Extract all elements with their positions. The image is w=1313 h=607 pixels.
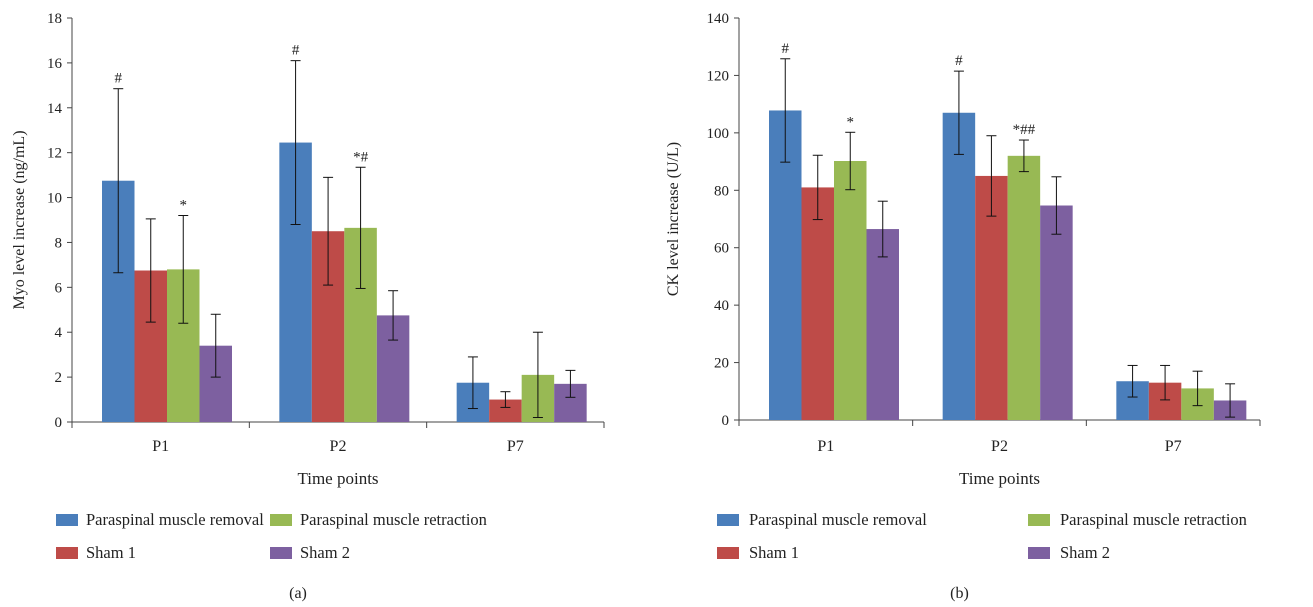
y-tick-label: 140 [707, 11, 730, 27]
x-category-label: P2 [991, 438, 1008, 455]
y-tick-label: 6 [55, 280, 63, 296]
bar [834, 160, 867, 421]
x-axis-title: Time points [959, 469, 1040, 488]
y-tick-label: 80 [714, 183, 729, 199]
significance-marker: # [782, 41, 790, 57]
significance-marker: * [847, 114, 855, 130]
significance-marker: # [292, 43, 300, 59]
y-tick-label: 4 [55, 325, 63, 341]
legend-label: Sham 1 [749, 543, 799, 562]
legend-swatch [1028, 514, 1050, 526]
y-tick-label: 120 [707, 68, 730, 84]
significance-marker: *## [1013, 122, 1036, 138]
y-tick-label: 14 [47, 101, 63, 117]
legend-label: Paraspinal muscle retraction [1060, 510, 1247, 529]
y-tick-label: 20 [714, 356, 729, 372]
legend-label: Paraspinal muscle removal [86, 510, 264, 529]
legend-swatch [56, 547, 78, 559]
bar [1007, 155, 1041, 421]
x-category-label: P2 [330, 438, 347, 455]
legend-label: Sham 1 [86, 543, 136, 562]
legend-label: Sham 2 [300, 543, 350, 562]
y-tick-label: 12 [47, 146, 62, 162]
myo-chart: 0 2 4 6 8 10 12 14 16 18 P1 P2 P7 # # * *# Myo level incr… [11, 11, 605, 602]
legend-swatch [56, 514, 78, 526]
legend-swatch [717, 514, 739, 526]
y-axis-title: Myo level increase (ng/mL) [11, 130, 28, 309]
figure-caption: (b) [950, 585, 969, 602]
x-category-label: P7 [1165, 438, 1182, 455]
x-category-label: P1 [152, 438, 169, 455]
y-tick-label: 18 [47, 11, 62, 27]
x-category-label: P7 [507, 438, 524, 455]
significance-marker: # [115, 71, 123, 87]
legend-swatch [1028, 547, 1050, 559]
y-tick-label: 0 [55, 415, 63, 431]
significance-marker: * [180, 198, 188, 214]
significance-marker: # [955, 53, 963, 69]
figure-caption: (a) [289, 585, 307, 602]
y-tick-label: 16 [47, 56, 63, 72]
bar [942, 112, 976, 420]
significance-marker: *# [353, 149, 369, 165]
y-tick-label: 60 [714, 241, 729, 257]
x-category-label: P1 [817, 438, 834, 455]
legend-swatch [717, 547, 739, 559]
y-tick-label: 2 [55, 370, 63, 386]
bar [489, 399, 522, 422]
y-axis-title: CK level increase (U/L) [665, 142, 682, 296]
y-tick-label: 10 [47, 191, 62, 207]
ck-chart: 0 20 40 60 80 100 120 140 P1 P2 P7 # # * *## CK level i… [665, 11, 1261, 602]
legend-swatch [270, 547, 292, 559]
bar [866, 229, 899, 420]
bar [1040, 205, 1073, 420]
y-tick-label: 0 [722, 413, 730, 429]
y-tick-label: 100 [707, 126, 730, 142]
y-tick-label: 40 [714, 298, 729, 314]
legend-label: Paraspinal muscle retraction [300, 510, 487, 529]
legend-label: Paraspinal muscle removal [749, 510, 927, 529]
bar [801, 187, 834, 420]
y-tick-label: 8 [55, 235, 63, 251]
x-axis-title: Time points [297, 469, 378, 488]
legend-swatch [270, 514, 292, 526]
legend-label: Sham 2 [1060, 543, 1110, 562]
